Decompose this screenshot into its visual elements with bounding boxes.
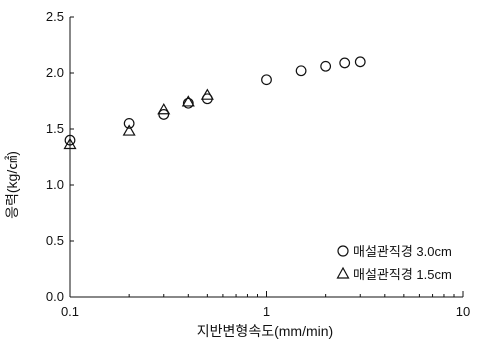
x-tick-label: 10 [456, 304, 470, 319]
data-point-circle [123, 117, 135, 129]
y-tick-label: 0.0 [46, 289, 64, 304]
data-point-circle [320, 60, 332, 72]
y-tick-label: 1.0 [46, 177, 64, 192]
data-point-triangle [63, 137, 77, 150]
data-point-triangle [157, 103, 171, 115]
legend-label-1.5cm: 매설관직경 1.5cm [353, 267, 452, 282]
y-tick-label: 0.5 [46, 233, 64, 248]
legend-label-3cm: 매설관직경 3.0cm [353, 244, 452, 259]
axes [69, 16, 464, 298]
y-tick-label: 1.5 [46, 121, 64, 136]
y-tick-labels: 0.0 0.5 1.0 1.5 2.0 2.5 [46, 9, 64, 304]
y-tick-label: 2.0 [46, 65, 64, 80]
data-point-triangle [181, 95, 195, 107]
data-point-circle [182, 97, 194, 109]
data-point-triangle [122, 124, 136, 136]
x-tick-labels: 0.1 1 10 [61, 304, 470, 319]
y-axis-label: 응력(kg/㎠) [4, 151, 20, 219]
legend-marker-circle [337, 245, 349, 257]
data-point-triangle [200, 88, 214, 100]
data-point-circle [158, 109, 170, 120]
x-tick-label: 0.1 [61, 304, 79, 319]
x-axis-label: 지반변형속도(mm/min) [197, 323, 333, 339]
legend: 매설관직경 3.0cm 매설관직경 1.5cm [336, 244, 452, 282]
x-tick-label: 1 [263, 304, 270, 319]
data-point-circle [295, 65, 307, 77]
data-point-circle [261, 74, 272, 86]
data-point-circle [354, 56, 366, 68]
data-points [63, 56, 366, 150]
legend-marker-triangle [336, 266, 350, 279]
y-tick-label: 2.5 [46, 9, 64, 24]
data-point-circle [64, 134, 76, 146]
data-point-circle [339, 57, 351, 69]
